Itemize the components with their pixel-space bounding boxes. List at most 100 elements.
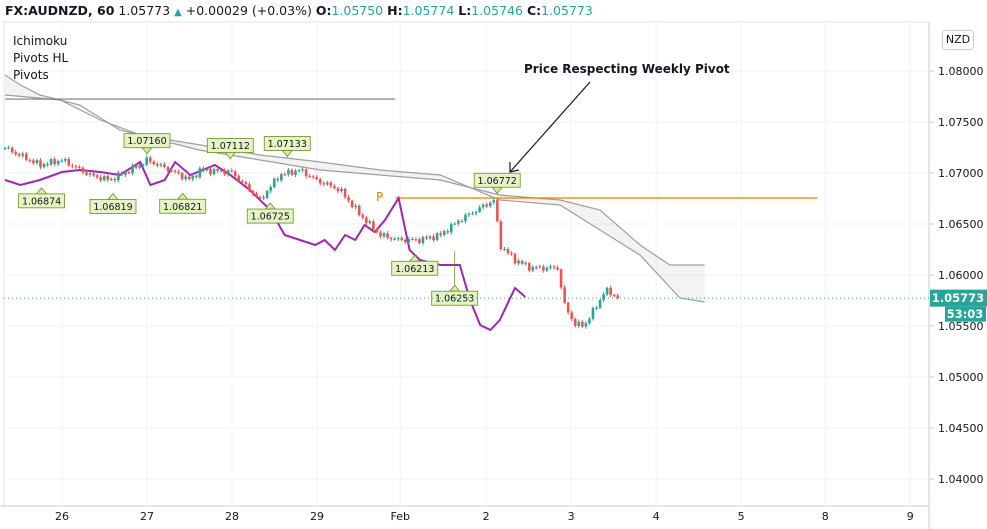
pivot-high-label: 1.07112 [206,138,254,160]
candle [141,163,145,168]
candle-body [581,321,584,327]
candle-body [496,200,499,222]
pivot-label-text: 1.06725 [251,212,290,223]
pivot-label-box [391,260,439,276]
candle-body [595,307,598,309]
candle [510,251,513,256]
candle [226,169,230,177]
candle [276,176,280,183]
candle-body [191,175,195,180]
candle-body [301,169,304,171]
candle-body [102,176,106,181]
pivot-label-text: 1.06821 [163,202,202,213]
lagging-span [4,160,526,332]
last-price-badge: 1.05773 [930,289,987,307]
pivot-label-text: 1.06213 [395,264,434,275]
candle-body [450,224,453,233]
candle [25,151,28,162]
candle [166,165,170,174]
candle-body [411,238,414,240]
candle [478,205,481,214]
candle [379,230,382,239]
cloud-upper-line [4,74,705,266]
candle [389,236,393,242]
candle-body [329,182,333,187]
candle-body [145,157,149,165]
candle-body [573,318,577,327]
candle-body [159,164,163,166]
candle [241,179,244,184]
candle [198,166,202,180]
candle-body [233,171,237,177]
candle [152,159,156,166]
price-axis[interactable]: 1.08000 1.07500 1.07000 1.06500 1.06000 1.055… [929,65,984,486]
candle-body [71,165,74,167]
candle-body [428,236,432,239]
candle [517,258,520,266]
candle-body [294,170,297,175]
close-value: 1.05773 [541,3,593,18]
candle-body [460,220,464,222]
candle-body [598,300,602,308]
candle-body [297,170,301,172]
candle [294,168,297,178]
candle [435,232,439,242]
cloud-lower-line [4,94,705,303]
candle [7,145,10,150]
legend-pivots-hl[interactable]: Pivots HL [13,51,69,65]
candle [233,169,237,179]
candle-body [524,263,527,265]
pivot-label-text: 1.06874 [22,196,61,207]
candle [265,189,269,200]
pivot-label-box [18,193,66,209]
candle [333,184,336,190]
candle-body [382,233,386,237]
candle-body [131,165,134,174]
candle [117,170,120,183]
candle [113,177,117,183]
candle [131,163,134,176]
candles [3,145,620,329]
time-tick-label: 29 [310,510,324,523]
symbol-title[interactable]: FX:AUDNZD, 60 [5,3,115,18]
pivot-label-box [263,136,311,151]
legend-ichimoku[interactable]: Ichimoku [13,34,68,48]
candle [223,168,226,176]
candle [163,162,166,169]
candle [520,259,524,266]
candle [559,268,563,290]
candle [425,235,428,241]
candle-body [269,187,272,191]
pivot-pointer [176,192,189,200]
candle [457,219,460,226]
candle-body [110,178,113,180]
candle [605,286,609,296]
candle-body [17,154,21,156]
candle-body [488,202,492,207]
time-tick-label: 8 [822,510,829,523]
candle [230,168,234,173]
candle [78,164,81,170]
candle-body [272,178,276,188]
candle-body [226,170,230,175]
candle [148,155,152,164]
candle [467,212,471,217]
candle [283,172,287,177]
candle [205,167,209,172]
annotation-arrow[interactable] [509,81,591,173]
time-axis[interactable]: 26 27 28 29 Feb 2 3 4 5 8 9 [55,510,914,523]
candle [450,222,453,235]
pivot-pointer [141,147,153,155]
annotation-text[interactable]: Price Respecting Weekly Pivot [524,62,730,76]
candle-body [566,302,570,313]
triangle-up-icon: ▲ [174,7,182,18]
candle-body [379,232,382,237]
legend-pivots[interactable]: Pivots [13,68,49,82]
candle-body [265,190,269,198]
candle-body [588,318,591,324]
candle [488,201,492,209]
pivot-low-label: 1.06725 [246,202,294,224]
currency-button[interactable]: NZD [942,30,974,50]
candle-body [403,239,407,243]
